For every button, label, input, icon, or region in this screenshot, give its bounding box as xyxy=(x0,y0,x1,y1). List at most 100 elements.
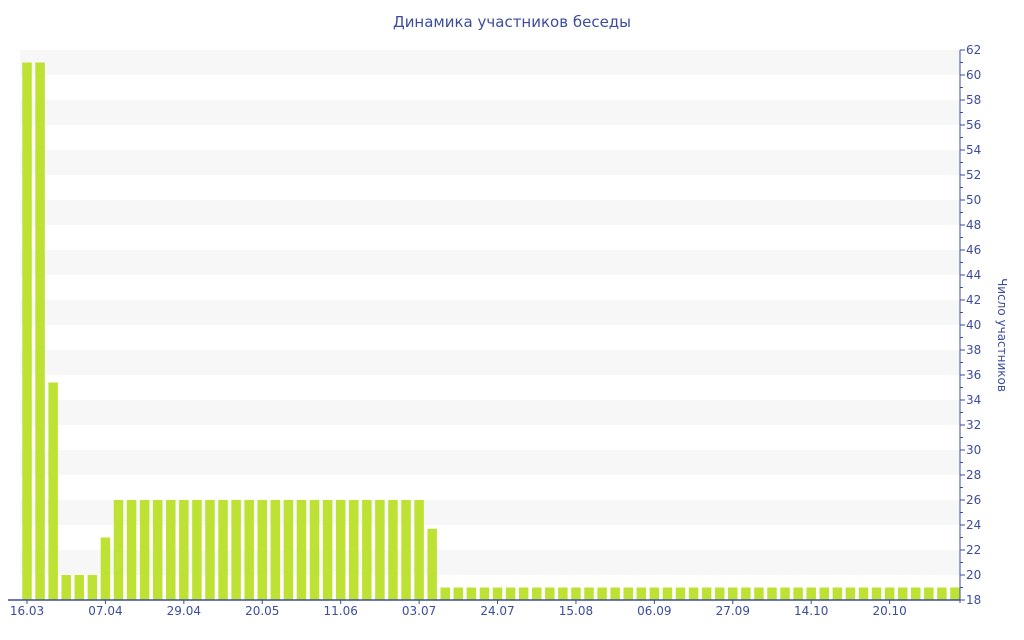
bar xyxy=(192,500,202,600)
grid-band xyxy=(20,450,960,475)
bar xyxy=(179,500,189,600)
bar xyxy=(231,500,241,600)
bar xyxy=(636,587,647,600)
bar xyxy=(74,575,85,600)
y-tick-label: 58 xyxy=(966,93,981,107)
grid-bands xyxy=(20,50,960,575)
bar xyxy=(349,500,359,600)
x-tick-label: 14.10 xyxy=(794,604,828,618)
y-tick-label: 18 xyxy=(966,593,981,607)
x-tick-label: 24.07 xyxy=(480,604,514,618)
bar xyxy=(558,587,568,600)
y-tick-label: 36 xyxy=(966,368,981,382)
x-tick-label: 03.07 xyxy=(402,604,436,618)
grid-band xyxy=(20,150,960,175)
y-tick-label: 28 xyxy=(966,468,981,482)
x-tick-label: 20.10 xyxy=(872,604,906,618)
y-tick-label: 44 xyxy=(966,268,981,282)
bar xyxy=(440,587,450,600)
bar xyxy=(466,587,477,600)
bar xyxy=(427,528,437,600)
bar xyxy=(806,587,816,600)
bar xyxy=(492,587,503,600)
bar xyxy=(518,587,529,600)
y-tick-label: 56 xyxy=(966,118,981,132)
bar xyxy=(845,587,856,600)
bar xyxy=(375,500,385,600)
bar xyxy=(545,587,555,600)
bar xyxy=(61,575,71,600)
bar xyxy=(257,500,268,600)
bar xyxy=(126,500,137,600)
axes: 18 20 22 24 26 28 30 32 34 36 38 40 42 44 46 48 50 52 54 56… xyxy=(8,43,981,618)
bar xyxy=(741,587,751,600)
bar xyxy=(244,500,254,600)
y-tick-label: 34 xyxy=(966,393,981,407)
bar xyxy=(388,500,398,600)
bar xyxy=(35,62,45,600)
y-tick-label: 46 xyxy=(966,243,981,257)
grid-band xyxy=(20,350,960,375)
y-tick-label: 38 xyxy=(966,343,981,357)
bar xyxy=(649,587,660,600)
bar xyxy=(48,382,58,600)
y-tick-label: 50 xyxy=(966,193,981,207)
bar xyxy=(22,62,32,600)
grid-band xyxy=(20,50,960,75)
bar xyxy=(610,587,620,600)
bar xyxy=(401,500,411,600)
grid-band xyxy=(20,550,960,575)
bar xyxy=(584,587,594,600)
bar xyxy=(675,587,686,600)
bar xyxy=(897,587,908,600)
y-tick-label: 24 xyxy=(966,518,981,532)
bar xyxy=(205,500,215,600)
bar xyxy=(714,587,725,600)
bar xyxy=(414,500,424,600)
y-tick-label: 54 xyxy=(966,143,981,157)
bar xyxy=(832,587,843,600)
bar xyxy=(218,500,228,600)
bar xyxy=(819,587,830,600)
bar xyxy=(296,500,307,600)
bars xyxy=(22,62,960,600)
bar xyxy=(871,587,882,600)
bar xyxy=(100,537,111,600)
chart-title: Динамика участников беседы xyxy=(392,13,632,31)
x-tick-label: 15.08 xyxy=(559,604,593,618)
bar xyxy=(728,587,738,600)
grid-band xyxy=(20,200,960,225)
bar xyxy=(479,587,490,600)
bar xyxy=(662,587,673,600)
bar xyxy=(362,500,372,600)
bar xyxy=(139,500,150,600)
y-tick-label: 48 xyxy=(966,218,981,232)
x-tick-label: 16.03 xyxy=(10,604,44,618)
bar xyxy=(270,500,281,600)
bar xyxy=(884,587,895,600)
y-tick-label: 30 xyxy=(966,443,981,457)
x-tick-label: 20.05 xyxy=(245,604,279,618)
bar xyxy=(453,587,464,600)
x-tick-label: 29.04 xyxy=(167,604,201,618)
grid-band xyxy=(20,250,960,275)
bar xyxy=(937,587,947,600)
grid-band xyxy=(20,400,960,425)
grid-band xyxy=(20,500,960,525)
x-tick-label: 07.04 xyxy=(88,604,122,618)
bar xyxy=(950,587,960,600)
bar xyxy=(283,500,294,600)
bar xyxy=(780,587,790,600)
bar xyxy=(531,587,542,600)
bar xyxy=(858,587,869,600)
y-tick-label: 20 xyxy=(966,568,981,582)
bar xyxy=(505,587,516,600)
bar xyxy=(152,500,163,600)
x-tick-label: 27.09 xyxy=(716,604,750,618)
y-tick-label: 32 xyxy=(966,418,981,432)
bar xyxy=(335,500,346,600)
bar xyxy=(571,587,581,600)
bar xyxy=(322,500,333,600)
bar xyxy=(87,575,98,600)
y-tick-label: 26 xyxy=(966,493,981,507)
